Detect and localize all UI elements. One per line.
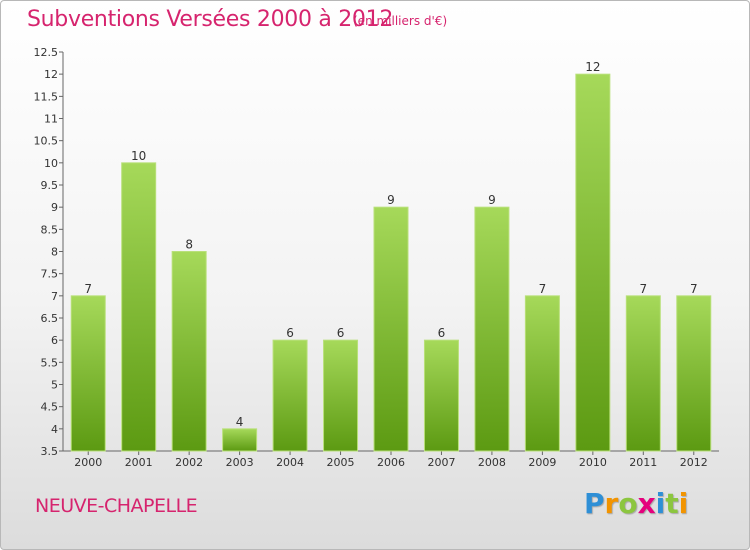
- y-tick-label: 9: [51, 201, 58, 214]
- bar-2006: [373, 206, 409, 452]
- x-tick-label: 2012: [680, 456, 708, 469]
- bar-2000: [70, 295, 106, 452]
- chart-unit: (en milliers d'€): [353, 14, 448, 28]
- y-tick-label: 11: [44, 113, 58, 126]
- data-label-2003: 4: [236, 415, 244, 429]
- data-labels: 7 10 8 4 6 6 9 6 9 7 12 7 7: [84, 60, 697, 429]
- data-label-2010: 12: [585, 60, 600, 74]
- y-tick-label: 3.5: [41, 445, 59, 458]
- x-tick-label: 2005: [327, 456, 355, 469]
- bar-2002: [171, 251, 207, 452]
- logo-letter: i: [655, 487, 666, 520]
- x-tick-label: 2011: [629, 456, 657, 469]
- y-tick-label: 8: [51, 246, 58, 259]
- x-tick-label: 2001: [125, 456, 153, 469]
- x-tick-label: 2003: [226, 456, 254, 469]
- data-label-2008: 9: [488, 193, 496, 207]
- x-tick-label: 2006: [377, 456, 405, 469]
- x-tick-label: 2002: [175, 456, 203, 469]
- y-tick-label: 5: [51, 379, 58, 392]
- y-tick-label: 10: [44, 157, 58, 170]
- x-tick-label: 2008: [478, 456, 506, 469]
- logo-letter: r: [604, 487, 619, 520]
- bar-2008: [474, 206, 510, 452]
- x-tick-label: 2010: [579, 456, 607, 469]
- commune-name: NEUVE-CHAPELLE: [35, 495, 198, 517]
- y-axis: 3.5 4 4.5 5 5.5 6 6.5 7 7.5 8 8.5 9 9.5 10 10.5 11 11.5 1…: [34, 46, 64, 458]
- data-label-2012: 7: [690, 282, 698, 296]
- y-tick-label: 10.5: [34, 135, 59, 148]
- data-label-2000: 7: [84, 282, 92, 296]
- logo-letter: t: [665, 487, 679, 520]
- y-tick-label: 7: [51, 290, 58, 303]
- data-label-2007: 6: [438, 326, 446, 340]
- y-tick-label: 7.5: [41, 268, 59, 281]
- bar-chart: 3.5 4 4.5 5 5.5 6 6.5 7 7.5 8 8.5 9 9.5 10 10.5 11 11.5 1…: [34, 46, 719, 469]
- bar-2009: [524, 295, 560, 452]
- y-tick-label: 5.5: [41, 356, 59, 369]
- data-label-2004: 6: [286, 326, 294, 340]
- x-tick-label: 2004: [276, 456, 304, 469]
- bar-2001: [121, 162, 157, 452]
- chart-title: Subventions Versées 2000 à 2012: [27, 7, 394, 32]
- bars: [70, 73, 712, 452]
- bar-2004: [272, 339, 308, 452]
- bar-2010: [575, 73, 611, 452]
- data-label-2001: 10: [131, 149, 146, 163]
- y-tick-label: 6: [51, 334, 58, 347]
- bar-2011: [625, 295, 661, 452]
- y-tick-label: 12: [44, 68, 58, 81]
- data-label-2006: 9: [387, 193, 395, 207]
- y-tick-label: 11.5: [34, 90, 59, 103]
- y-tick-label: 9.5: [41, 179, 59, 192]
- bar-2012: [676, 295, 712, 452]
- bar-2003: [222, 428, 258, 452]
- x-tick-label: 2007: [427, 456, 455, 469]
- data-label-2009: 7: [539, 282, 547, 296]
- logo-letter: x: [637, 487, 656, 520]
- x-tick-label: 2009: [528, 456, 556, 469]
- logo-letter: P: [584, 487, 605, 520]
- data-label-2011: 7: [639, 282, 647, 296]
- logo-letter: o: [618, 487, 638, 520]
- y-tick-label: 12.5: [34, 46, 59, 59]
- y-tick-label: 6.5: [41, 312, 59, 325]
- logo-letter: i: [678, 487, 689, 520]
- y-tick-label: 8.5: [41, 223, 59, 236]
- bar-2007: [423, 339, 459, 452]
- x-tick-label: 2000: [74, 456, 102, 469]
- y-tick-label: 4.5: [41, 401, 59, 414]
- data-label-2005: 6: [337, 326, 345, 340]
- bar-2005: [323, 339, 359, 452]
- data-label-2002: 8: [185, 238, 193, 252]
- proxiti-logo[interactable]: Proxiti: [584, 487, 688, 520]
- x-axis: 2000 2001 2002 2003 2004 2005 2006 2007 2008 2009…: [63, 450, 719, 469]
- y-tick-label: 4: [51, 423, 58, 436]
